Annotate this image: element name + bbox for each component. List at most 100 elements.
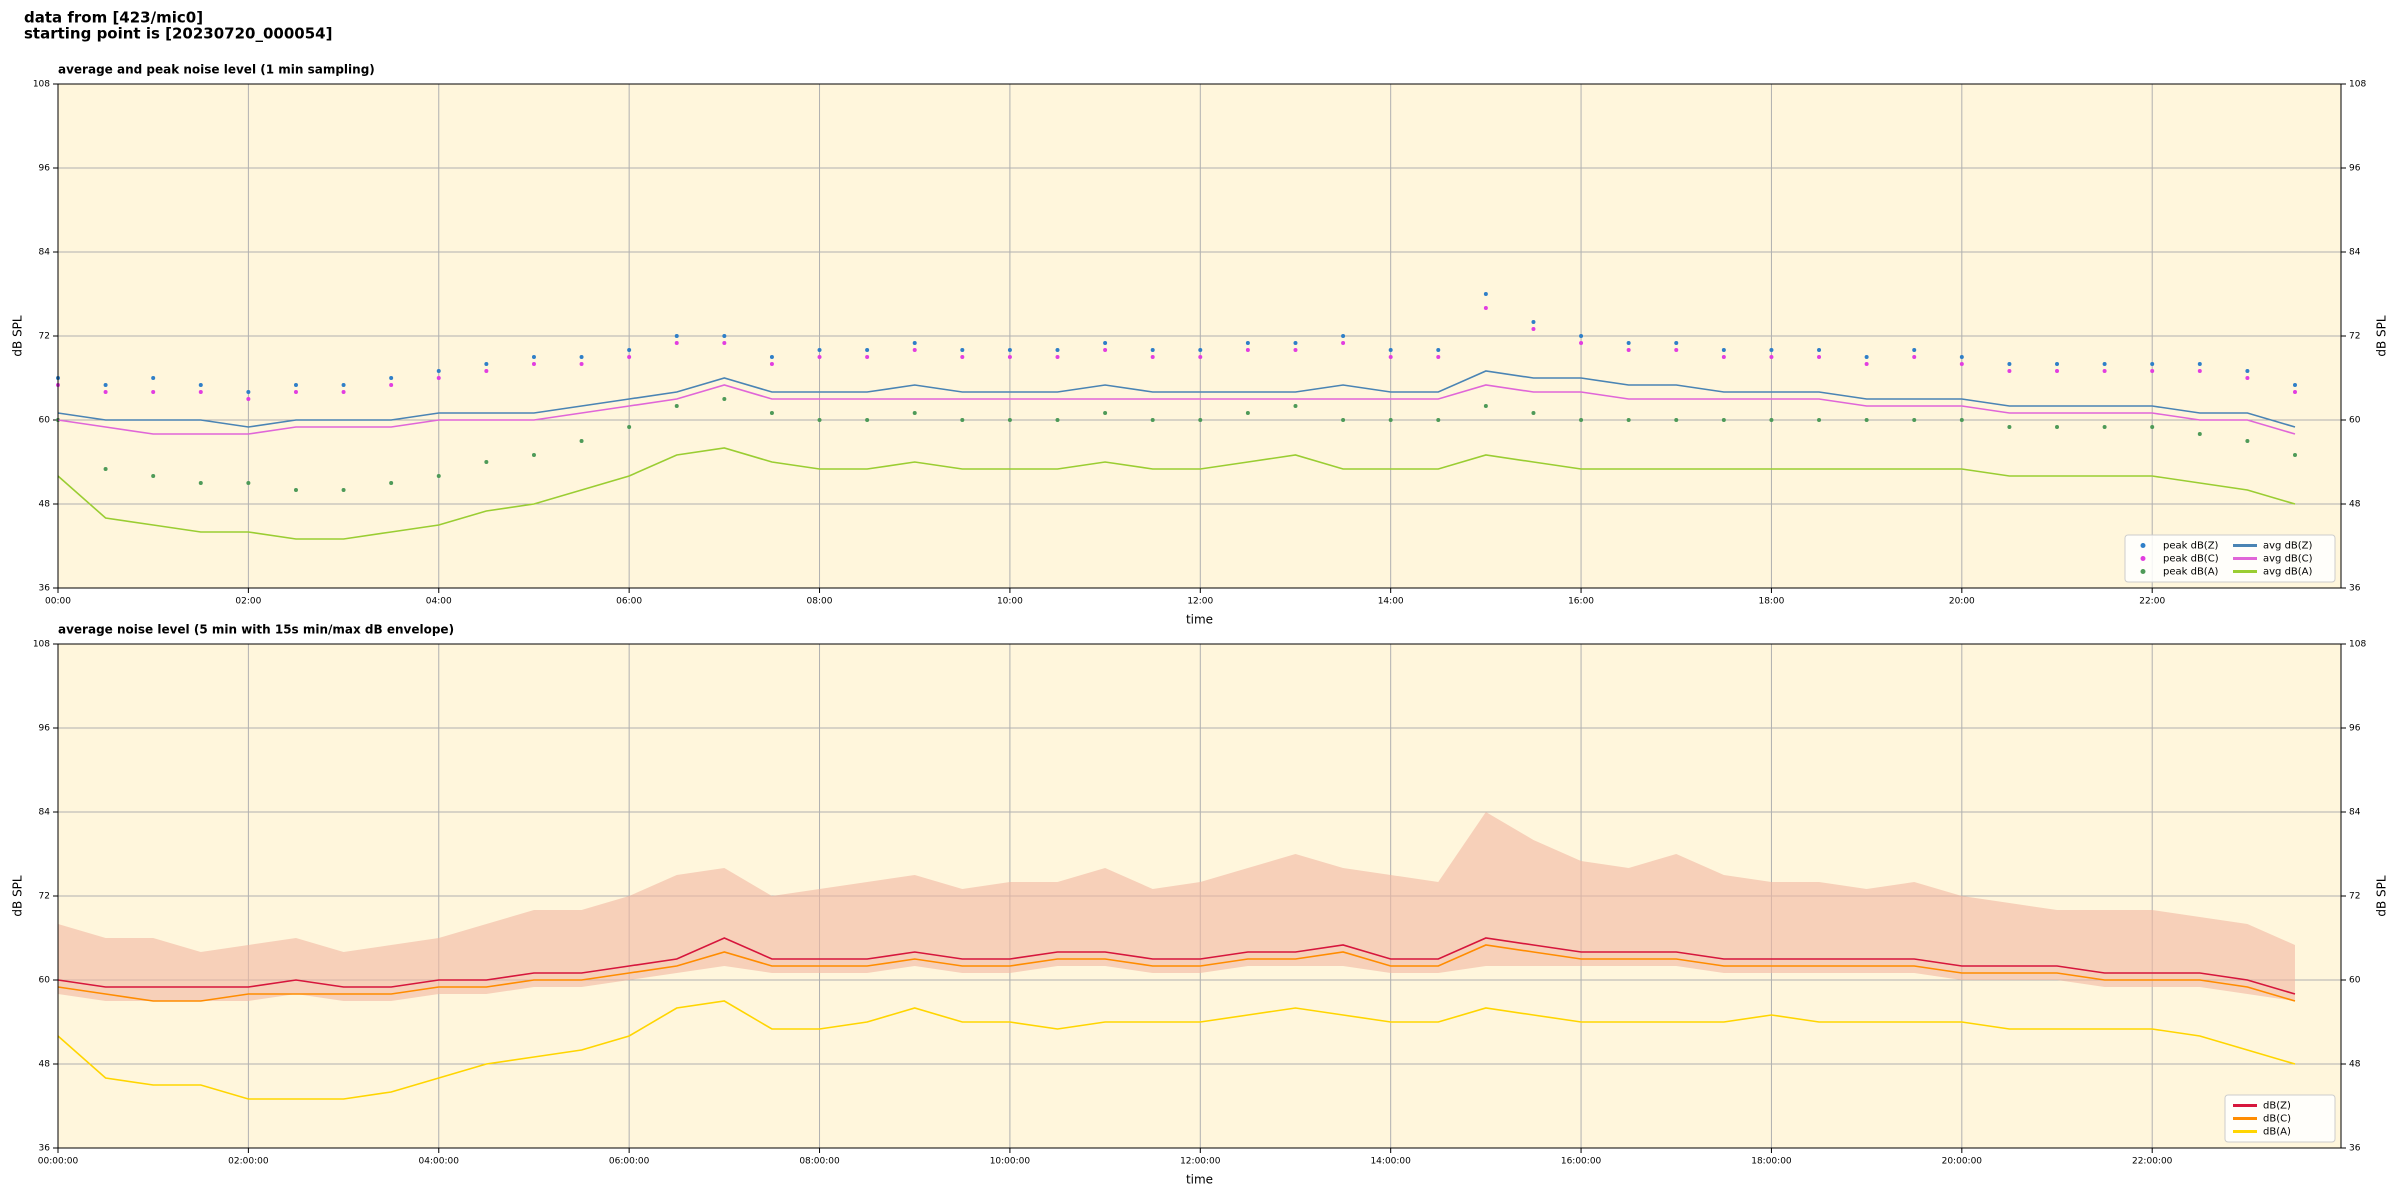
peak-point (1436, 418, 1441, 422)
legend-marker (2140, 556, 2146, 561)
peak-point (2197, 362, 2202, 366)
peak-point (1150, 355, 1155, 359)
series-line (57, 384, 2296, 435)
series-line (57, 370, 2296, 428)
peak-point (2102, 425, 2107, 429)
header-line: data from [423/mic0] (24, 9, 203, 27)
peak-point (1531, 327, 1536, 331)
peak-point (722, 397, 727, 401)
y2-tick-label: 84 (2349, 808, 2361, 818)
peak-point (1245, 348, 1250, 352)
peak-point (1198, 418, 1203, 422)
peak-point (2007, 425, 2012, 429)
peak-point (103, 383, 108, 387)
peak-point (341, 383, 346, 387)
y2-tick-label: 48 (2349, 500, 2361, 510)
y2-axis-label: dB SPL (2375, 875, 2389, 917)
x-tick-label: 16:00:00 (1561, 1157, 1602, 1167)
y-tick-label: 108 (33, 640, 50, 650)
peak-point (960, 355, 965, 359)
peak-point (1959, 418, 1964, 422)
peak-point (1150, 348, 1155, 352)
peak-point (579, 439, 584, 443)
x-tick-label: 00:00:00 (38, 1157, 79, 1167)
peak-point (151, 376, 156, 380)
peak-point (246, 481, 251, 485)
y-tick-label: 60 (39, 976, 51, 986)
peak-point (1055, 355, 1060, 359)
plot-frame (57, 83, 2342, 589)
peak-point (769, 355, 774, 359)
peak-point (1388, 355, 1393, 359)
peak-point (865, 355, 870, 359)
peak-point (1912, 418, 1917, 422)
peak-point (1436, 348, 1441, 352)
y2-tick-label: 108 (2349, 640, 2366, 650)
peak-point (1817, 355, 1822, 359)
y2-tick-label: 96 (2349, 164, 2361, 174)
peak-point (722, 334, 727, 338)
peak-point (1579, 341, 1584, 345)
x-tick-label: 10:00 (997, 597, 1023, 607)
peak-point (1483, 306, 1488, 310)
peak-point (817, 355, 822, 359)
y-tick-label: 48 (39, 1060, 51, 1070)
y2-tick-label: 60 (2349, 976, 2361, 986)
legend-label: dB(Z) (2263, 1101, 2291, 1112)
peak-point (579, 362, 584, 366)
x-tick-label: 12:00:00 (1180, 1157, 1221, 1167)
peak-point (293, 383, 298, 387)
peak-point (1531, 320, 1536, 324)
peak-point (627, 348, 632, 352)
legend-label: avg dB(Z) (2263, 541, 2313, 552)
peak-point (484, 362, 489, 366)
peak-point (1103, 348, 1108, 352)
y-tick-label: 72 (39, 332, 50, 342)
peak-point (1293, 348, 1298, 352)
peak-point (246, 397, 251, 401)
peak-point (1388, 348, 1393, 352)
peak-point (1817, 418, 1822, 422)
peak-point (198, 383, 203, 387)
chart-title: average and peak noise level (1 min samp… (58, 63, 375, 77)
peak-point (2245, 439, 2250, 443)
peak-point (2150, 369, 2155, 373)
peak-point (2292, 383, 2297, 387)
peak-point (151, 390, 156, 394)
y-axis-label: dB SPL (11, 875, 25, 917)
peak-point (912, 411, 917, 415)
x-tick-label: 16:00 (1568, 597, 1594, 607)
peak-point (1769, 355, 1774, 359)
peak-point (769, 362, 774, 366)
y-tick-label: 36 (39, 584, 51, 594)
peak-point (1293, 341, 1298, 345)
peak-point (1007, 418, 1012, 422)
peak-point (960, 348, 965, 352)
peak-point (1341, 341, 1346, 345)
peak-point (1579, 334, 1584, 338)
x-axis-label: time (1186, 613, 1213, 627)
peak-point (1483, 404, 1488, 408)
peak-point (1817, 348, 1822, 352)
peak-point (341, 488, 346, 492)
peak-point (912, 348, 917, 352)
peak-point (1245, 341, 1250, 345)
peak-point (436, 376, 441, 380)
peak-point (1055, 418, 1060, 422)
peak-point (1674, 341, 1679, 345)
peak-point (1769, 348, 1774, 352)
y2-tick-label: 72 (2349, 332, 2360, 342)
peak-point (531, 362, 536, 366)
envelope (58, 812, 2295, 1001)
x-tick-label: 10:00:00 (990, 1157, 1031, 1167)
peak-point (293, 390, 298, 394)
peak-point (960, 418, 965, 422)
peak-point (389, 481, 394, 485)
peak-point (1864, 355, 1869, 359)
peak-point (2197, 369, 2202, 373)
x-tick-label: 06:00 (616, 597, 642, 607)
peak-point (1341, 334, 1346, 338)
y2-axis-label: dB SPL (2375, 315, 2389, 357)
peak-point (2102, 369, 2107, 373)
legend-label: avg dB(C) (2263, 554, 2313, 565)
